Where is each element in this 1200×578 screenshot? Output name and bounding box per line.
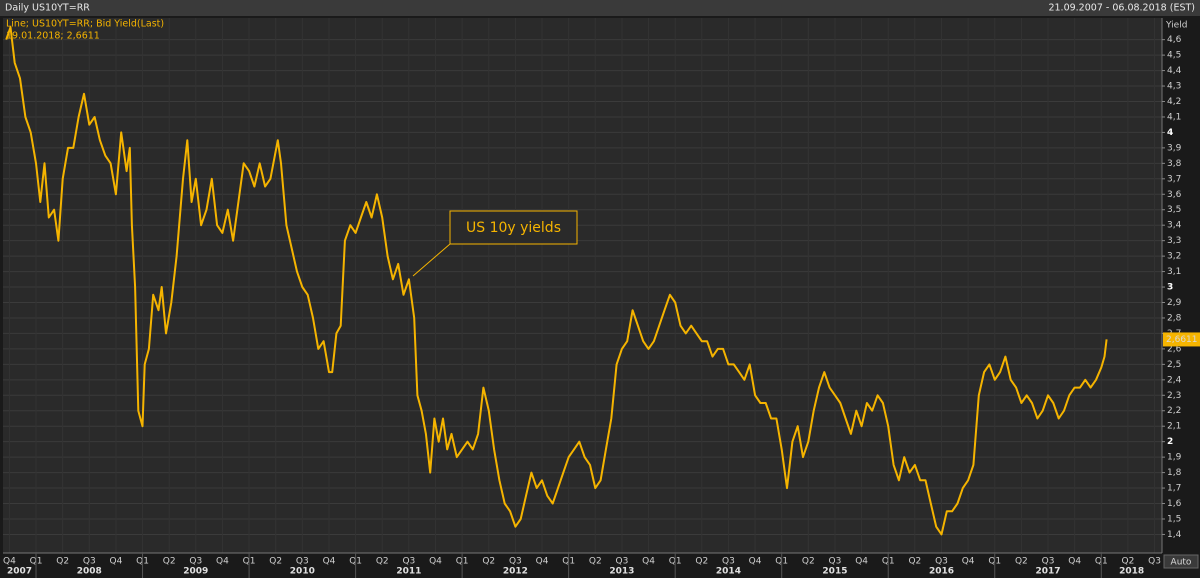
y-tick-label: 1,4 <box>1167 530 1182 540</box>
x-tick-label: Q4 <box>110 557 123 567</box>
y-tick-label: 3,2 <box>1167 252 1181 262</box>
x-tick-label: Q3 <box>1042 557 1055 567</box>
axes: 1,41,51,61,71,81,922,12,22,32,42,52,62,7… <box>3 18 1182 578</box>
x-tick-label: Q4 <box>216 557 229 567</box>
x-tick-label: Q3 <box>722 557 735 567</box>
series-layer <box>5 26 1108 536</box>
y-tick-label: 3,3 <box>1167 236 1181 246</box>
year-label: 2015 <box>822 567 847 577</box>
year-label: 2012 <box>503 567 528 577</box>
x-tick-label: Q2 <box>589 557 602 567</box>
auto-button[interactable] <box>1163 554 1199 569</box>
x-tick-label: Q4 <box>429 557 442 567</box>
y-tick-label: 1,5 <box>1167 514 1181 524</box>
x-tick-label: Q2 <box>908 557 921 567</box>
x-tick-label: Q4 <box>855 557 868 567</box>
y-tick-label: 2,9 <box>1167 298 1182 308</box>
chart-title: Daily US10YT=RR <box>5 3 90 14</box>
x-tick-label: Q2 <box>482 557 495 567</box>
header-bar <box>0 0 1200 16</box>
y-tick-label: 2,4 <box>1167 375 1182 385</box>
last-value-tag <box>1163 332 1200 347</box>
y-tick-label: 2,3 <box>1167 391 1181 401</box>
legend-series: Line; US10YT=RR; Bid Yield(Last) <box>6 19 164 30</box>
y-tick-label: 3,5 <box>1167 205 1181 215</box>
x-tick-label: Q4 <box>1068 557 1081 567</box>
annotation: US 10y yields <box>466 220 561 236</box>
y-tick-label: 2,5 <box>1167 360 1181 370</box>
x-tick-label: Q4 <box>749 557 762 567</box>
x-tick-label: Q2 <box>163 557 176 567</box>
legend-detail: 19.01.2018; 2,6611 <box>6 31 100 42</box>
x-tick-label: Q2 <box>802 557 815 567</box>
x-tick-label: Q3 <box>189 557 202 567</box>
y-tick-label: 3,1 <box>1167 267 1181 277</box>
y-tick-label: 2 <box>1167 437 1173 447</box>
annotation-box <box>449 210 578 245</box>
year-label: 2014 <box>716 567 741 577</box>
x-tick-label: Q3 <box>829 557 842 567</box>
y-tick-label: 3 <box>1167 283 1173 293</box>
x-tick-label: Q2 <box>695 557 708 567</box>
y-tick-label: 2,8 <box>1167 313 1182 323</box>
x-tick-label: Q3 <box>83 557 96 567</box>
x-tick-label: Q2 <box>1015 557 1028 567</box>
grid <box>3 18 1162 553</box>
y-tick-label: 3,8 <box>1167 159 1182 169</box>
x-tick-label: Q4 <box>536 557 549 567</box>
auto-button-label[interactable]: Auto <box>1171 558 1192 568</box>
y-tick-label: 4,4 <box>1167 66 1182 76</box>
y-tick-label: 1,6 <box>1167 499 1182 509</box>
y-tick-label: 2,1 <box>1167 422 1181 432</box>
annotation-connector <box>412 243 451 277</box>
year-label: 2009 <box>183 567 208 577</box>
y-tick-label: 4,1 <box>1167 112 1181 122</box>
y-tick-label: 3,6 <box>1167 190 1182 200</box>
x-tick-label: Q4 <box>962 557 975 567</box>
y-axis-title: Yield <box>1165 21 1187 31</box>
x-tick-label: Q3 <box>1148 557 1161 567</box>
x-tick-label: Q3 <box>509 557 522 567</box>
x-tick-label: Q3 <box>616 557 629 567</box>
x-tick-label: Q4 <box>323 557 336 567</box>
y-tick-label: 4,6 <box>1167 35 1182 45</box>
y-tick-label: 4 <box>1167 128 1173 138</box>
year-label: 2010 <box>290 567 315 577</box>
x-tick-label: Q2 <box>269 557 282 567</box>
year-label: 2007 <box>7 567 32 577</box>
year-label: 2017 <box>1035 567 1060 577</box>
y-tick-label: 1,9 <box>1167 453 1182 463</box>
date-range: 21.09.2007 - 06.08.2018 (EST) <box>1048 3 1195 14</box>
x-tick-label: Q2 <box>1122 557 1135 567</box>
y-tick-label: 4,2 <box>1167 97 1181 107</box>
y-tick-label: 4,3 <box>1167 82 1181 92</box>
x-tick-label: Q3 <box>402 557 415 567</box>
last-value-label: 2,6611 <box>1166 335 1198 345</box>
x-tick-label: Q4 <box>3 557 16 567</box>
x-tick-label: Q3 <box>296 557 309 567</box>
y-tick-label: 4,5 <box>1167 51 1181 61</box>
y-tick-label: 3,7 <box>1167 174 1181 184</box>
x-tick-label: Q4 <box>642 557 655 567</box>
year-label: 2016 <box>929 567 954 577</box>
year-label: 2018 <box>1119 567 1144 577</box>
y-tick-label: 2,2 <box>1167 406 1181 416</box>
y-tick-label: 3,4 <box>1167 221 1182 231</box>
year-label: 2008 <box>77 567 102 577</box>
y-tick-label: 1,8 <box>1167 468 1182 478</box>
x-tick-label: Q3 <box>935 557 948 567</box>
year-label: 2011 <box>396 567 421 577</box>
y-tick-label: 1,7 <box>1167 484 1181 494</box>
series-line <box>5 26 1108 536</box>
y-tick-label: 2,6 <box>1167 344 1182 354</box>
year-label: 2013 <box>609 567 634 577</box>
x-tick-label: Q2 <box>56 557 69 567</box>
x-tick-label: Q2 <box>376 557 389 567</box>
y-tick-label: 3,9 <box>1167 143 1182 153</box>
